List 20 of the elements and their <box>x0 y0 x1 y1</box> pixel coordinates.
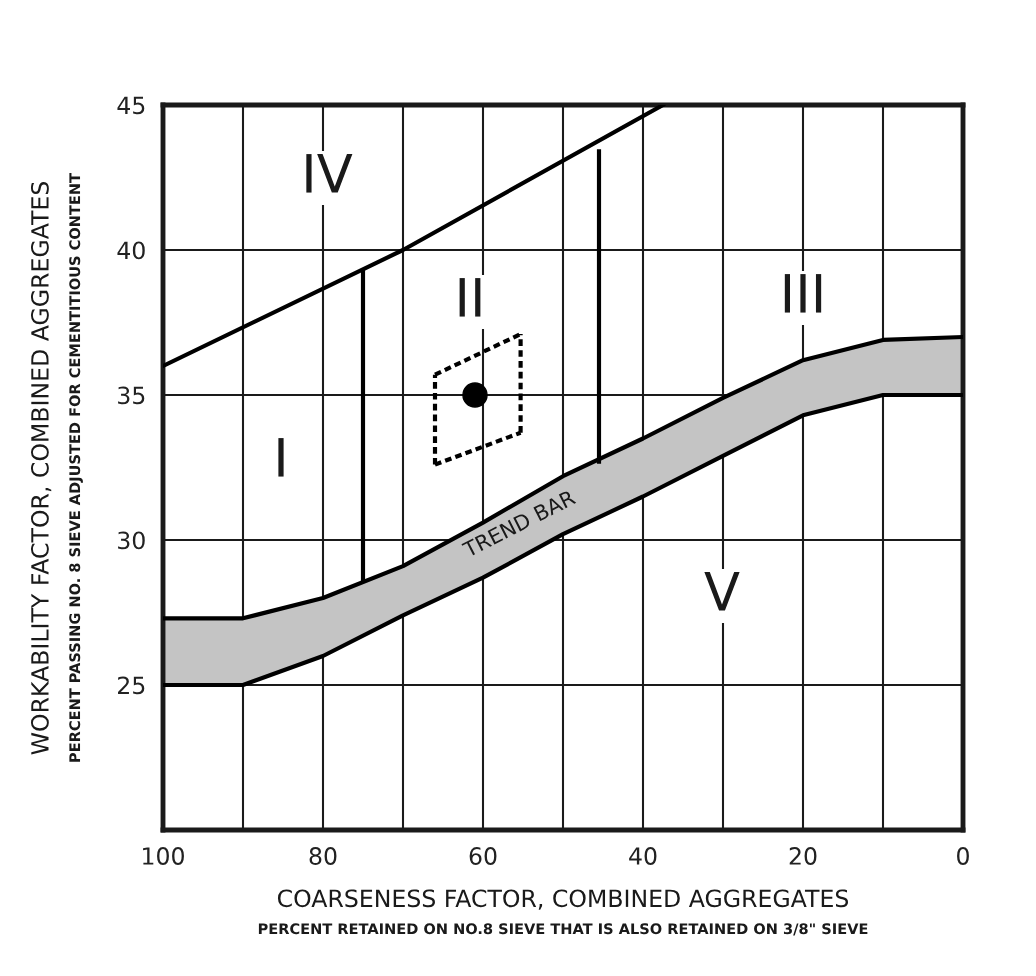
y-tick-label: 25 <box>118 676 145 695</box>
annotation: IV <box>306 154 353 193</box>
y-tick-label: 40 <box>117 241 145 260</box>
y-axis-title: WORKABILITY FACTOR, COMBINED AGGREGATES <box>30 181 52 755</box>
x-tick-label: 0 <box>957 847 969 865</box>
x-tick-label: 20 <box>789 847 817 865</box>
text: PERCENT PASSING NO. 8 SIEVE ADJUSTED FOR CEMENTITIOUS CONTENT <box>69 173 83 762</box>
x-tick-label: 60 <box>469 847 497 865</box>
annotation: I <box>278 438 284 477</box>
y-tick-label: 45 <box>117 96 145 115</box>
y-tick-label: 35 <box>118 386 145 405</box>
annotation: II <box>459 278 481 317</box>
y-tick-label: 30 <box>118 531 145 550</box>
x-tick-label: 100 <box>143 847 184 865</box>
x-tick-label: 40 <box>629 847 657 865</box>
annotation: V <box>704 572 740 611</box>
x-tick-label: 80 <box>309 847 337 865</box>
annotation: III <box>784 274 822 313</box>
text: PERCENT RETAINED ON NO.8 SIEVE THAT IS ALSO RETAINED ON 3/8" SIEVE <box>258 923 868 936</box>
x-axis-title: COARSENESS FACTOR, COMBINED AGGREGATES <box>277 889 849 910</box>
